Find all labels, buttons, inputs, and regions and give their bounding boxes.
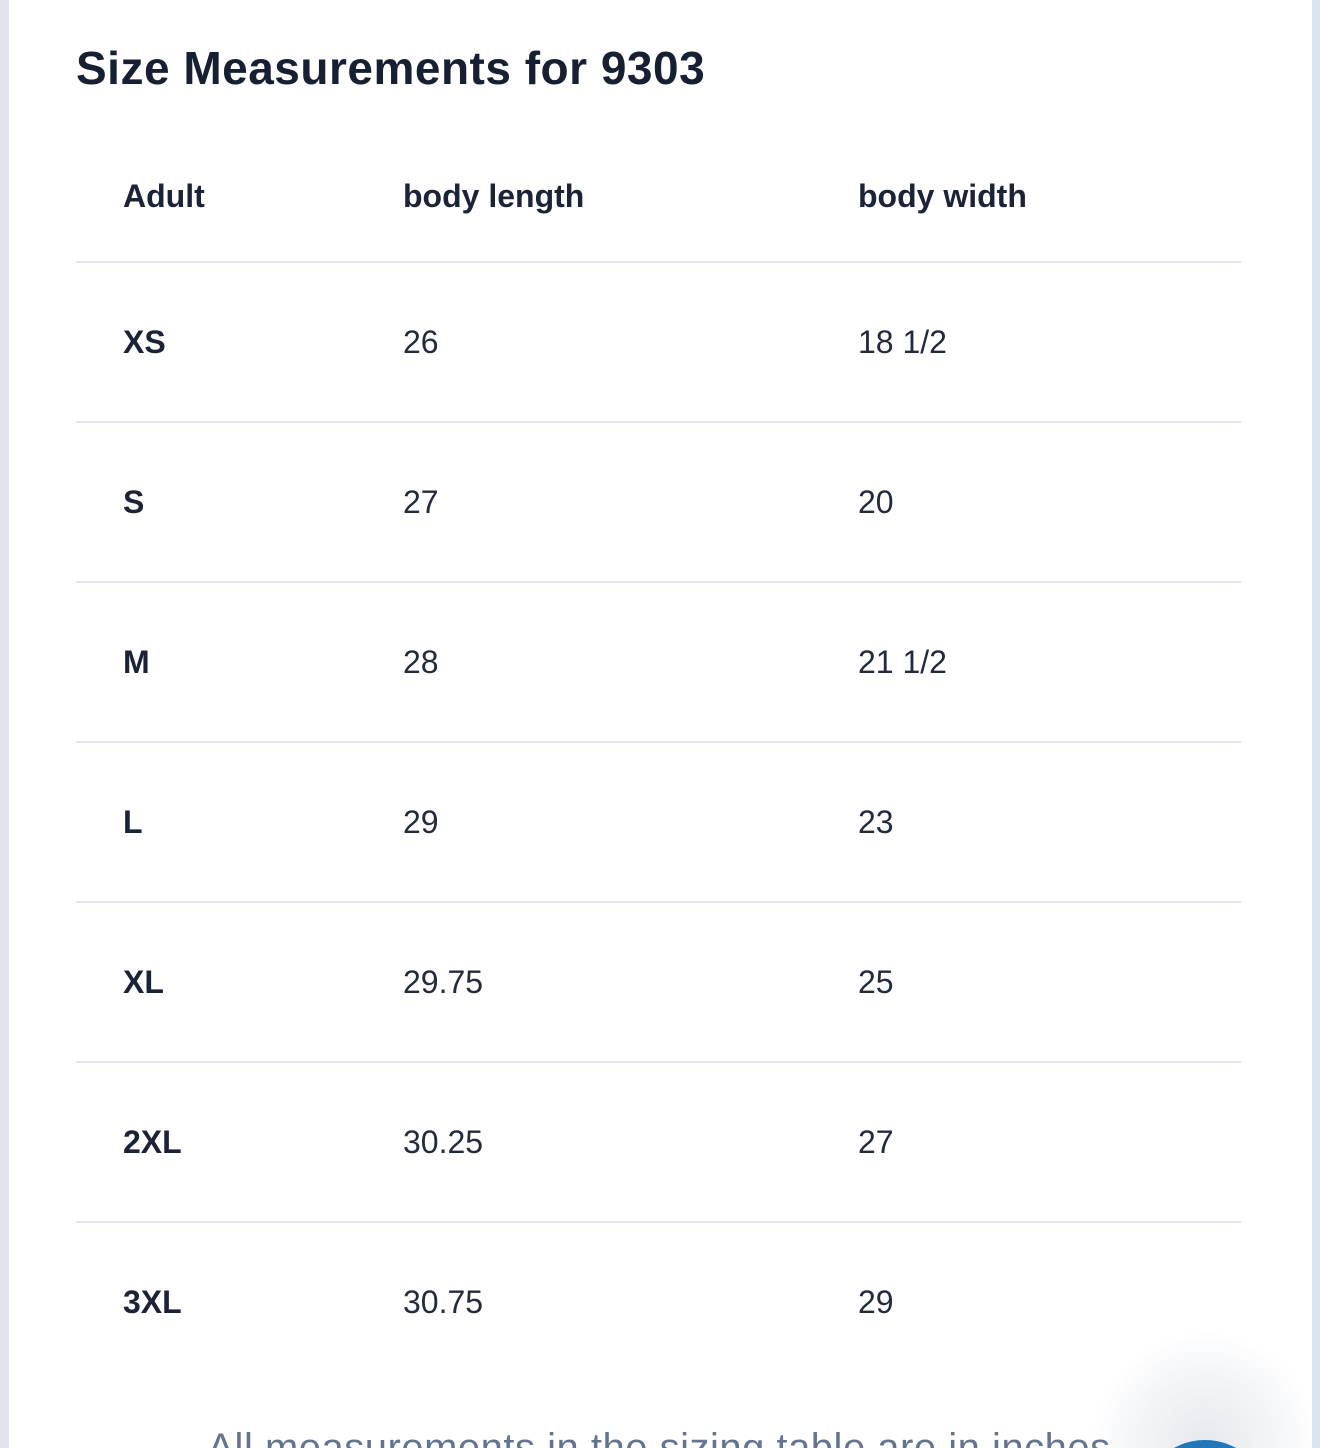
table-row: 2XL 30.25 27 xyxy=(76,1061,1241,1222)
table-row: S 27 20 xyxy=(76,421,1241,582)
table-header-row: Adult body length body width xyxy=(76,132,1241,262)
column-header-body-width: body width xyxy=(858,178,1027,214)
body-width-value: 29 xyxy=(858,1221,1241,1381)
page-edge-right xyxy=(1312,0,1320,1448)
dialog-title: Size Measurements for 9303 xyxy=(76,42,706,94)
size-label: XS xyxy=(76,261,403,422)
size-label: 2XL xyxy=(76,1061,403,1222)
size-label: M xyxy=(76,581,403,742)
body-length-value: 30.75 xyxy=(403,1221,858,1381)
table-body: XS 26 18 1/2 S 27 20 M 28 21 1/2 L 29 23 XL 29.75 25 2X… xyxy=(76,261,1241,1381)
table-row: XS 26 18 1/2 xyxy=(76,261,1241,422)
size-label: 3XL xyxy=(76,1221,403,1381)
body-length-value: 28 xyxy=(403,581,858,742)
body-length-value: 26 xyxy=(403,261,858,422)
column-header-adult: Adult xyxy=(123,178,205,214)
size-chart-table: Adult body length body width XS 26 18 1/2 S… xyxy=(76,132,1241,1381)
body-width-value: 18 1/2 xyxy=(858,261,1241,422)
size-label: XL xyxy=(76,901,403,1062)
chat-button[interactable] xyxy=(1140,1440,1270,1448)
body-width-value: 20 xyxy=(858,421,1241,582)
table-row: M 28 21 1/2 xyxy=(76,581,1241,742)
body-length-value: 30.25 xyxy=(403,1061,858,1222)
table-row: XL 29.75 25 xyxy=(76,901,1241,1062)
body-length-value: 27 xyxy=(403,421,858,582)
size-label: S xyxy=(76,421,403,582)
size-label: L xyxy=(76,741,403,902)
page-edge-left xyxy=(0,0,9,1448)
body-length-value: 29.75 xyxy=(403,901,858,1062)
table-row: 3XL 30.75 29 xyxy=(76,1221,1241,1381)
measurement-units-note: All measurements in the sizing table are… xyxy=(207,1426,1111,1448)
body-width-value: 25 xyxy=(858,901,1241,1062)
size-chart-dialog: Size Measurements for 9303 Adult body le… xyxy=(9,0,1312,1448)
body-length-value: 29 xyxy=(403,741,858,902)
column-header-body-length: body length xyxy=(403,178,585,214)
table-row: L 29 23 xyxy=(76,741,1241,902)
body-width-value: 27 xyxy=(858,1061,1241,1222)
body-width-value: 23 xyxy=(858,741,1241,902)
body-width-value: 21 1/2 xyxy=(858,581,1241,742)
